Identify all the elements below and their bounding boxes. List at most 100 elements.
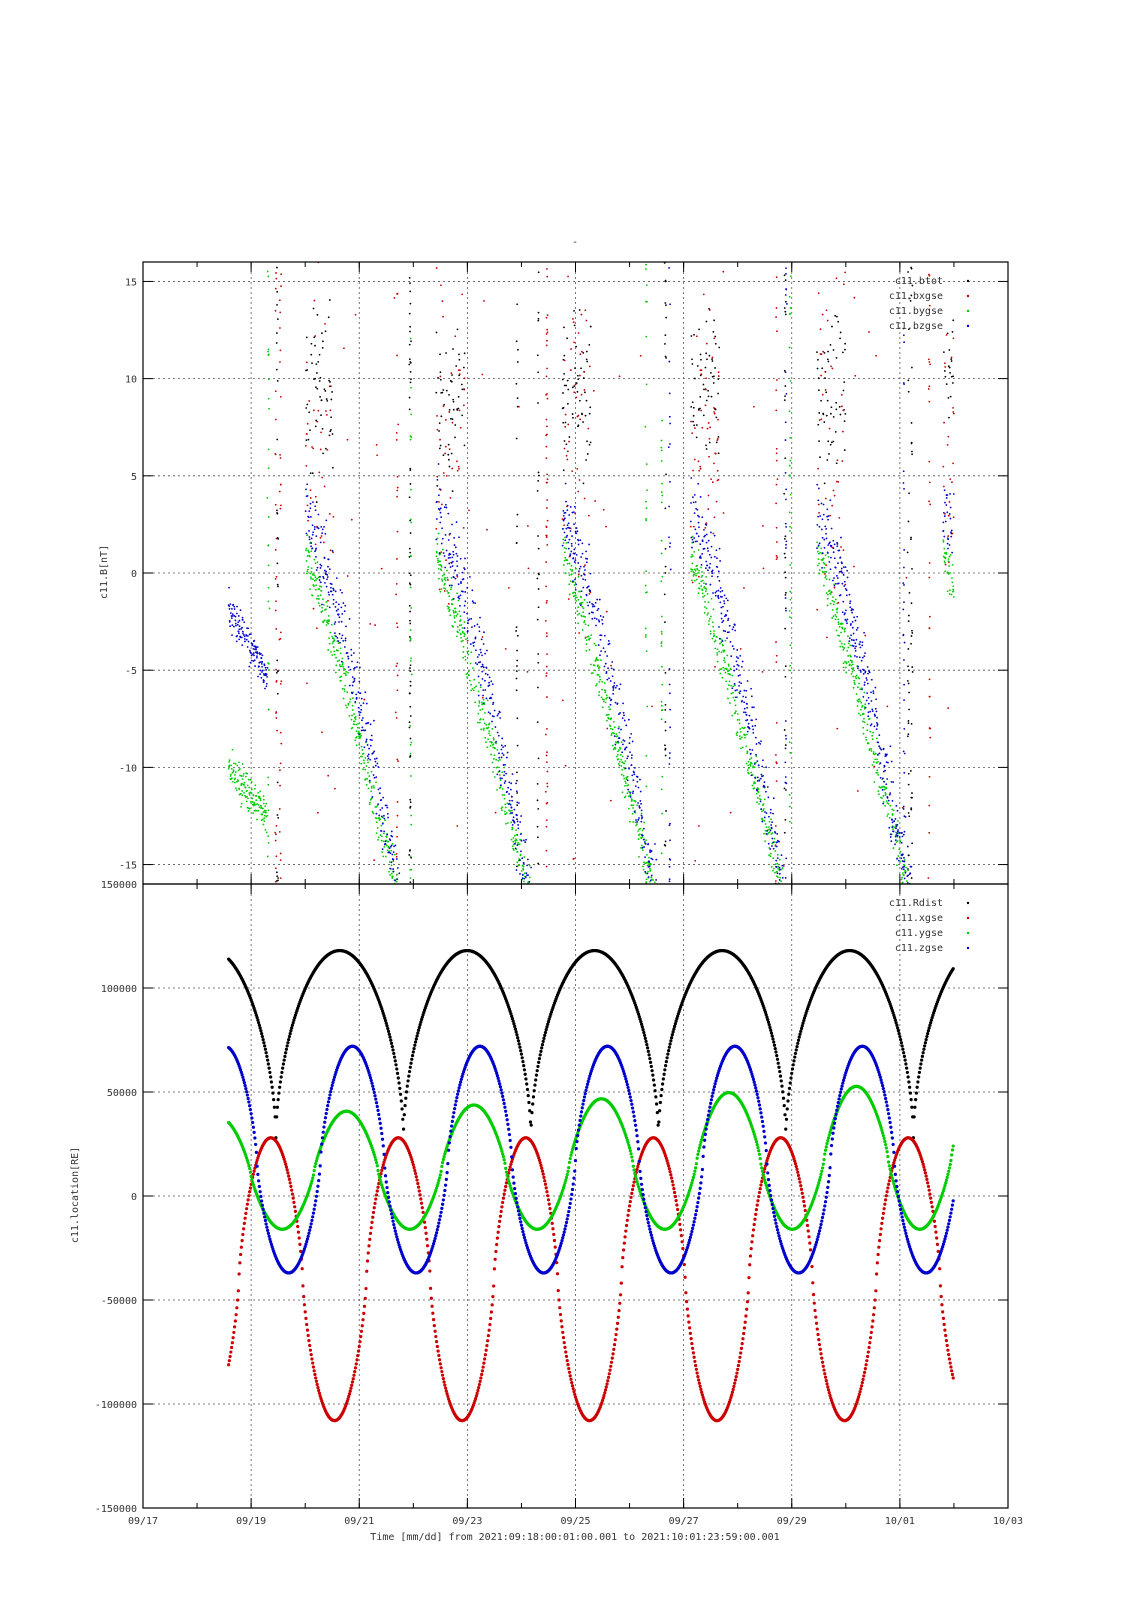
data-point: [438, 422, 441, 425]
data-point: [581, 413, 584, 416]
data-point: [520, 870, 523, 872]
data-point: [853, 616, 856, 619]
data-point: [229, 603, 232, 606]
data-point: [775, 452, 778, 455]
data-point: [875, 710, 878, 713]
data-point: [588, 648, 591, 651]
data-point: [347, 657, 350, 660]
data-point: [441, 391, 444, 394]
data-point: [640, 812, 643, 815]
data-point: [903, 728, 906, 730]
data-point: [546, 544, 549, 546]
data-point: [546, 425, 548, 428]
data-point: [588, 343, 591, 346]
data-point: [889, 836, 892, 838]
data-point: [396, 674, 399, 677]
data-point: [910, 422, 913, 424]
data-point: [383, 830, 385, 833]
data-point: [470, 617, 473, 620]
data-point: [644, 843, 647, 845]
data-point: [362, 759, 365, 762]
data-point: [263, 1044, 267, 1048]
data-point: [701, 516, 704, 519]
data-point: [442, 472, 445, 474]
data-point: [345, 674, 347, 677]
data-point: [436, 500, 438, 503]
data-point: [369, 723, 372, 726]
data-point: [752, 731, 755, 734]
data-point: [364, 757, 367, 759]
data-point: [887, 799, 890, 802]
data-point: [362, 729, 365, 732]
data-point: [316, 313, 319, 316]
data-point: [835, 315, 838, 318]
data-point: [841, 627, 844, 630]
data-point: [763, 781, 766, 784]
data-point: [709, 583, 712, 586]
data-point: [928, 385, 931, 388]
data-point: [454, 611, 457, 614]
data-point: [445, 474, 448, 477]
data-point: [267, 669, 270, 671]
data-point: [360, 745, 363, 748]
data-point: [528, 1120, 533, 1124]
data-point: [907, 665, 909, 668]
data-point: [517, 841, 520, 844]
data-point: [275, 679, 278, 682]
data-point: [306, 534, 309, 536]
data-point: [746, 706, 749, 709]
data-point: [837, 621, 840, 624]
data-point: [845, 589, 848, 592]
data-point: [503, 770, 506, 773]
data-point: [645, 878, 648, 881]
data-point: [697, 521, 700, 524]
data-point: [597, 674, 600, 676]
data-point: [251, 797, 254, 800]
data-point: [435, 538, 438, 541]
data-point: [943, 515, 946, 517]
data-point: [234, 615, 237, 618]
data-point: [578, 567, 581, 570]
data-point: [305, 549, 307, 552]
data-point: [372, 774, 375, 776]
data-point: [691, 553, 693, 556]
data-point: [873, 781, 876, 783]
data-point: [888, 793, 891, 796]
data-point: [545, 825, 548, 828]
data-point: [877, 753, 879, 756]
data-point: [887, 813, 890, 815]
data-point: [902, 865, 905, 868]
data-point: [521, 873, 524, 876]
data-point: [646, 872, 649, 875]
data-point: [365, 702, 368, 705]
data-point: [276, 879, 278, 882]
data-point: [353, 720, 356, 723]
data-point: [408, 604, 411, 607]
data-point: [461, 388, 464, 391]
data-point: [488, 732, 490, 735]
data-point: [242, 632, 244, 635]
data-point: [378, 814, 381, 817]
data-point: [388, 1035, 392, 1039]
data-point: [231, 615, 234, 617]
data-point: [456, 613, 459, 616]
data-point: [588, 612, 591, 615]
data-point: [458, 353, 460, 356]
data-point: [867, 696, 870, 699]
data-point: [329, 430, 332, 433]
data-point: [515, 790, 518, 793]
data-point: [638, 805, 641, 807]
data-point: [577, 539, 580, 542]
data-point: [788, 805, 791, 808]
data-point: [306, 682, 308, 685]
data-point: [614, 686, 617, 689]
data-point: [253, 654, 255, 657]
data-point: [828, 561, 831, 563]
data-point: [630, 757, 633, 759]
data-point: [654, 843, 656, 845]
data-point: [314, 576, 317, 579]
data-point: [439, 371, 442, 374]
data-point: [619, 747, 622, 750]
data-point: [545, 561, 548, 563]
data-point: [546, 331, 549, 334]
